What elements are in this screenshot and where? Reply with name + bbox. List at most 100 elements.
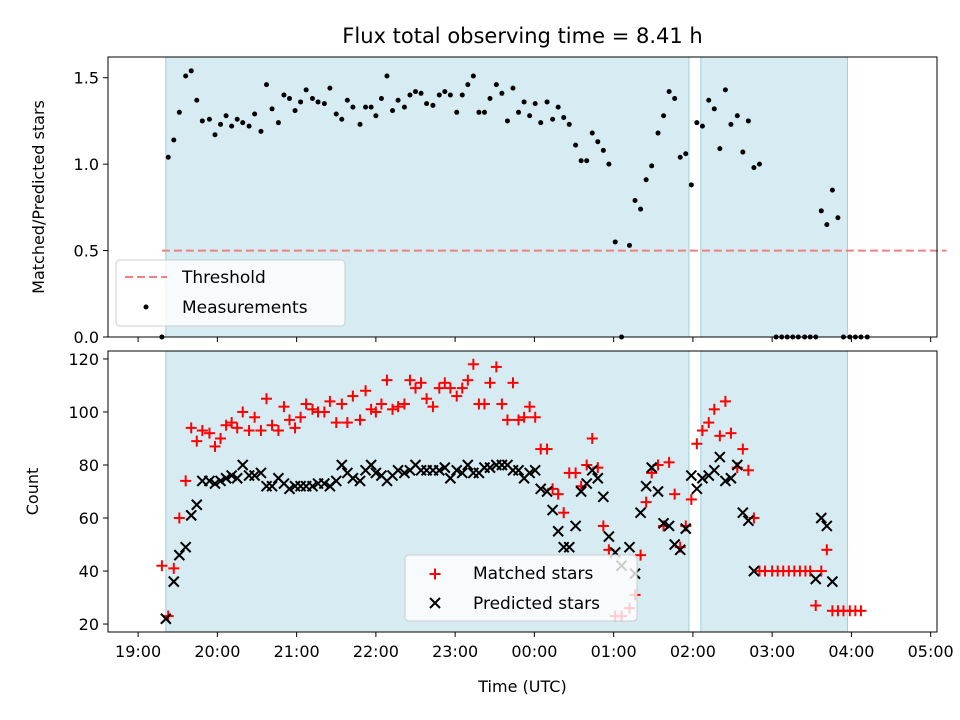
predicted-star-point (209, 477, 221, 490)
matched-star-point (249, 411, 261, 423)
measurement-point (258, 128, 264, 134)
y-tick-label: 80 (79, 456, 99, 475)
measurement-point (171, 137, 177, 143)
predicted-star-point (680, 522, 692, 535)
predicted-star-point (354, 475, 366, 487)
measurement-point (544, 99, 550, 105)
measurement-point (229, 123, 235, 129)
measurement-point (655, 130, 661, 136)
y-tick-label: 40 (79, 562, 99, 581)
predicted-star-point (708, 464, 721, 476)
matched-star-point (685, 493, 697, 505)
measurement-point (550, 116, 556, 122)
predicted-star-point (586, 464, 598, 476)
matched-star-point (529, 411, 541, 423)
predicted-star-point (336, 459, 348, 471)
matched-star-point (663, 456, 675, 468)
matched-star-point (669, 488, 681, 500)
predicted-star-point (220, 472, 232, 484)
measurement-point (292, 108, 298, 114)
measurement-point (728, 121, 734, 127)
matched-star-point (427, 401, 439, 413)
matched-star-point (439, 377, 451, 389)
predicted-star-point (580, 477, 593, 490)
matched-star-point (203, 427, 215, 439)
matched-star-point (742, 464, 754, 476)
matched-star-point (156, 560, 168, 572)
measurement-point (504, 118, 510, 124)
measurement-point (218, 121, 224, 127)
measurement-point (566, 121, 572, 127)
predicted-star-point (214, 475, 227, 487)
predicted-star-point (203, 475, 216, 487)
measurement-point (430, 102, 436, 108)
predicted-star-point (742, 514, 755, 527)
matched-star-point (370, 406, 382, 418)
predicted-star-point (512, 464, 525, 476)
measurement-point (527, 113, 533, 119)
matched-star-point (467, 358, 479, 370)
x-tick-label: 03:00 (749, 642, 795, 661)
predicted-star-point (541, 485, 553, 498)
matched-star-point (714, 430, 726, 442)
x-tick-label: 22:00 (353, 642, 399, 661)
measurement-point (643, 177, 649, 183)
measurement-point (666, 89, 672, 95)
measurement-point (688, 182, 694, 188)
predicted-star-point (603, 530, 615, 543)
matched-star-point (381, 374, 393, 386)
legend-matched-label: Matched stars (473, 564, 593, 584)
matched-star-point (404, 374, 416, 386)
matched-star-point (295, 411, 307, 423)
predicted-star-point (748, 565, 760, 577)
measurement-point (373, 113, 379, 119)
matched-star-point (266, 419, 278, 431)
measurement-point (555, 104, 561, 110)
y-tick-label: 1.5 (74, 69, 99, 88)
measurement-point (722, 87, 728, 93)
measurement-point (350, 104, 356, 110)
matched-star-point (398, 398, 410, 410)
ratio-x-ticks (137, 337, 932, 342)
matched-star-point (444, 382, 456, 394)
measurement-point (252, 111, 258, 117)
measurement-points (159, 68, 870, 340)
matched-star-point (821, 544, 833, 556)
predicted-star-point (815, 512, 827, 524)
predicted-star-point (674, 544, 686, 556)
measurement-point (363, 104, 369, 110)
measurement-point (344, 97, 350, 103)
legend-plus-marker (429, 568, 441, 580)
measurement-point (532, 101, 538, 107)
measurement-point (824, 222, 830, 228)
predicted-star-point (663, 520, 675, 532)
predicted-star-point (529, 464, 541, 476)
ratio-legend: Threshold Measurements (115, 259, 346, 327)
matched-star-point (507, 377, 519, 389)
measurement-point (298, 99, 304, 105)
predicted-star-point (168, 575, 180, 588)
predicted-star-point (330, 475, 342, 487)
y-tick-label: 1.0 (74, 155, 99, 174)
matched-star-point (855, 605, 867, 617)
predicted-star-point (347, 472, 359, 484)
predicted-star-point (370, 467, 382, 479)
predicted-star-point (439, 461, 451, 474)
predicted-star-point (185, 509, 197, 522)
predicted-star-point (433, 464, 445, 476)
predicted-star-point (523, 467, 536, 479)
ratio-y-axis-label: Matched/Predicted stars (29, 100, 48, 294)
matched-star-point (191, 435, 203, 447)
measurement-point (699, 123, 705, 129)
predicted-star-point (179, 541, 192, 553)
x-tick-label: 05:00 (908, 642, 954, 661)
matched-star-point (496, 398, 508, 410)
measurement-point (711, 106, 717, 112)
matched-star-point (336, 398, 348, 410)
measurement-point (595, 139, 601, 145)
predicted-star-point (398, 467, 411, 479)
measurement-point (413, 89, 419, 95)
predicted-star-point (826, 575, 839, 588)
measurement-point (589, 130, 595, 136)
legend-predicted-swatch (429, 597, 441, 609)
